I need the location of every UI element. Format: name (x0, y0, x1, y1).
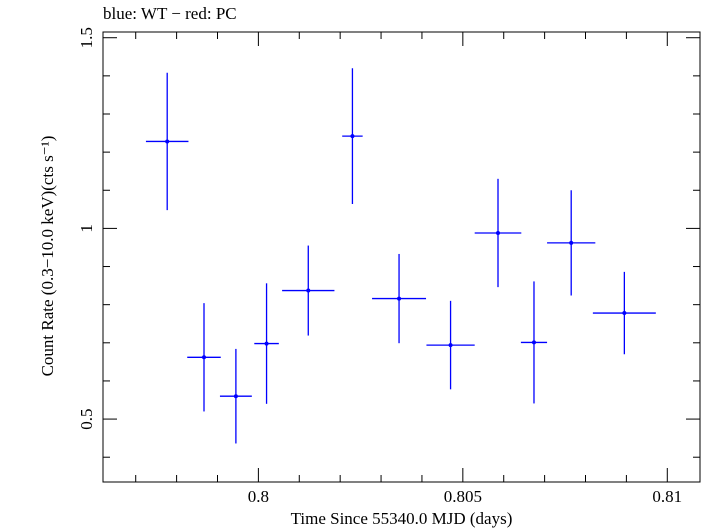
chart-title: blue: WT − red: PC (103, 4, 237, 23)
x-tick-label: 0.805 (444, 487, 482, 506)
data-point (342, 68, 363, 204)
point-marker (569, 240, 574, 245)
point-marker (397, 296, 402, 301)
data-points (145, 68, 656, 444)
point-marker (350, 134, 355, 139)
data-point (145, 72, 189, 211)
data-point (254, 283, 279, 404)
point-marker (496, 230, 501, 235)
point-marker (622, 311, 627, 316)
y-tick-label: 1 (77, 224, 96, 233)
point-marker (448, 343, 453, 348)
point-marker (306, 288, 311, 293)
data-point (474, 178, 522, 288)
x-tick-label: 0.81 (652, 487, 682, 506)
point-marker (264, 341, 269, 346)
y-tick-label: 0.5 (77, 408, 96, 429)
data-point (592, 271, 656, 355)
data-point (372, 253, 427, 344)
x-axis-label: Time Since 55340.0 MJD (days) (290, 509, 513, 528)
point-marker (531, 340, 536, 345)
plot-frame (102, 31, 701, 483)
data-point (547, 190, 596, 296)
data-point (426, 300, 475, 390)
y-tick-label: 1.5 (77, 27, 96, 48)
data-point (520, 281, 548, 404)
data-point (219, 348, 252, 444)
data-point (282, 245, 335, 336)
axes: 0.8 0.805 0.81 0.5 1 1.5 (77, 27, 701, 506)
point-marker (233, 394, 238, 399)
point-marker (201, 355, 206, 360)
point-marker (165, 139, 170, 144)
x-tick-label: 0.8 (248, 487, 269, 506)
data-point (187, 303, 221, 412)
